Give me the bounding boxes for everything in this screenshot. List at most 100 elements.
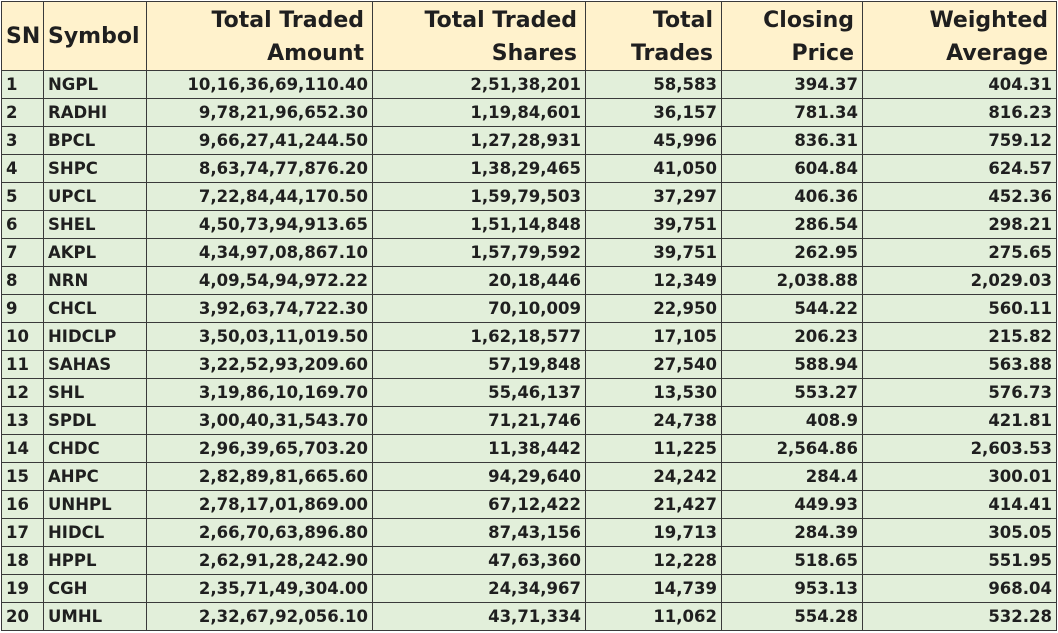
total-trades-cell: 39,751 bbox=[585, 210, 722, 239]
sn-cell: 15 bbox=[1, 462, 44, 491]
col-header-sn[interactable]: SN bbox=[1, 1, 44, 71]
sn-cell: 13 bbox=[1, 406, 44, 435]
sn-cell: 5 bbox=[1, 182, 44, 211]
sn-cell: 10 bbox=[1, 322, 44, 351]
total-traded-amount-cell: 2,82,89,81,665.60 bbox=[146, 462, 373, 491]
table-row[interactable]: 19 CGH 2,35,71,49,304.00 24,34,967 14,739 953… bbox=[1, 574, 1057, 603]
table-row[interactable]: 3 BPCL 9,66,27,41,244.50 1,27,28,931 45,996 8… bbox=[1, 126, 1057, 155]
total-trades-cell: 27,540 bbox=[585, 350, 722, 379]
total-traded-amount-cell: 2,32,67,92,056.10 bbox=[146, 602, 373, 631]
total-trades-cell: 12,228 bbox=[585, 546, 722, 575]
table-row[interactable]: 1 NGPL 10,16,36,69,110.40 2,51,38,201 58,583… bbox=[1, 70, 1057, 99]
table-row[interactable]: 14 CHDC 2,96,39,65,703.20 11,38,442 11,225 2,… bbox=[1, 434, 1057, 463]
sn-cell: 19 bbox=[1, 574, 44, 603]
sn-cell: 14 bbox=[1, 434, 44, 463]
total-traded-shares-cell: 70,10,009 bbox=[372, 294, 586, 323]
sn-cell: 8 bbox=[1, 266, 44, 295]
col-header-total-traded-shares[interactable]: Total Traded Shares bbox=[372, 1, 586, 71]
weighted-average-cell: 452.36 bbox=[862, 182, 1057, 211]
table-row[interactable]: 18 HPPL 2,62,91,28,242.90 47,63,360 12,228 51… bbox=[1, 546, 1057, 575]
col-header-closing-price[interactable]: Closing Price bbox=[721, 1, 863, 71]
closing-price-cell: 518.65 bbox=[721, 546, 863, 575]
weighted-average-cell: 2,029.03 bbox=[862, 266, 1057, 295]
table-row[interactable]: 17 HIDCL 2,66,70,63,896.80 87,43,156 19,713 2… bbox=[1, 518, 1057, 547]
total-traded-amount-cell: 10,16,36,69,110.40 bbox=[146, 70, 373, 99]
closing-price-cell: 588.94 bbox=[721, 350, 863, 379]
weighted-average-cell: 298.21 bbox=[862, 210, 1057, 239]
total-traded-amount-cell: 2,62,91,28,242.90 bbox=[146, 546, 373, 575]
total-traded-amount-cell: 2,66,70,63,896.80 bbox=[146, 518, 373, 547]
table-row[interactable]: 11 SAHAS 3,22,52,93,209.60 57,19,848 27,540 5… bbox=[1, 350, 1057, 379]
total-traded-amount-cell: 3,19,86,10,169.70 bbox=[146, 378, 373, 407]
symbol-cell: SHEL bbox=[43, 210, 147, 239]
header-line: Total Traded bbox=[211, 8, 364, 33]
sn-cell: 4 bbox=[1, 154, 44, 183]
table-row[interactable]: 15 AHPC 2,82,89,81,665.60 94,29,640 24,242 28… bbox=[1, 462, 1057, 491]
col-header-weighted-average[interactable]: Weighted Average bbox=[862, 1, 1057, 71]
total-traded-shares-cell: 24,34,967 bbox=[372, 574, 586, 603]
table-row[interactable]: 8 NRN 4,09,54,94,972.22 20,18,446 12,349 2,03… bbox=[1, 266, 1057, 295]
weighted-average-cell: 759.12 bbox=[862, 126, 1057, 155]
sn-cell: 11 bbox=[1, 350, 44, 379]
weighted-average-cell: 404.31 bbox=[862, 70, 1057, 99]
weighted-average-cell: 421.81 bbox=[862, 406, 1057, 435]
total-trades-cell: 39,751 bbox=[585, 238, 722, 267]
col-header-total-trades[interactable]: Total Trades bbox=[585, 1, 722, 71]
total-traded-shares-cell: 57,19,848 bbox=[372, 350, 586, 379]
table-row[interactable]: 12 SHL 3,19,86,10,169.70 55,46,137 13,530 553… bbox=[1, 378, 1057, 407]
table-row[interactable]: 7 AKPL 4,34,97,08,867.10 1,57,79,592 39,751 2… bbox=[1, 238, 1057, 267]
table-row[interactable]: 20 UMHL 2,32,67,92,056.10 43,71,334 11,062 55… bbox=[1, 602, 1057, 631]
closing-price-cell: 554.28 bbox=[721, 602, 863, 631]
header-line: Amount bbox=[267, 41, 364, 66]
symbol-cell: SAHAS bbox=[43, 350, 147, 379]
total-trades-cell: 17,105 bbox=[585, 322, 722, 351]
symbol-cell: HIDCL bbox=[43, 518, 147, 547]
col-header-symbol[interactable]: Symbol bbox=[43, 1, 147, 71]
table-row[interactable]: 2 RADHI 9,78,21,96,652.30 1,19,84,601 36,157… bbox=[1, 98, 1057, 127]
total-trades-cell: 41,050 bbox=[585, 154, 722, 183]
table-row[interactable]: 16 UNHPL 2,78,17,01,869.00 67,12,422 21,427 4… bbox=[1, 490, 1057, 519]
table-row[interactable]: 10 HIDCLP 3,50,03,11,019.50 1,62,18,577 17,1… bbox=[1, 322, 1057, 351]
total-trades-cell: 37,297 bbox=[585, 182, 722, 211]
symbol-cell: SPDL bbox=[43, 406, 147, 435]
symbol-cell: BPCL bbox=[43, 126, 147, 155]
symbol-cell: SHPC bbox=[43, 154, 147, 183]
table-row[interactable]: 4 SHPC 8,63,74,77,876.20 1,38,29,465 41,050 6… bbox=[1, 154, 1057, 183]
table-row[interactable]: 9 CHCL 3,92,63,74,722.30 70,10,009 22,950 544… bbox=[1, 294, 1057, 323]
symbol-cell: AHPC bbox=[43, 462, 147, 491]
total-trades-cell: 11,062 bbox=[585, 602, 722, 631]
total-trades-cell: 13,530 bbox=[585, 378, 722, 407]
weighted-average-cell: 305.05 bbox=[862, 518, 1057, 547]
symbol-cell: HPPL bbox=[43, 546, 147, 575]
sn-cell: 20 bbox=[1, 602, 44, 631]
total-traded-shares-cell: 20,18,446 bbox=[372, 266, 586, 295]
header-line: Weighted bbox=[929, 8, 1048, 33]
weighted-average-cell: 414.41 bbox=[862, 490, 1057, 519]
header-line: Shares bbox=[491, 41, 577, 66]
table-row[interactable]: 6 SHEL 4,50,73,94,913.65 1,51,14,848 39,751 2… bbox=[1, 210, 1057, 239]
total-traded-amount-cell: 3,22,52,93,209.60 bbox=[146, 350, 373, 379]
total-trades-cell: 36,157 bbox=[585, 98, 722, 127]
total-trades-cell: 12,349 bbox=[585, 266, 722, 295]
col-header-total-traded-amount[interactable]: Total Traded Amount bbox=[146, 1, 373, 71]
weighted-average-cell: 300.01 bbox=[862, 462, 1057, 491]
total-trades-cell: 19,713 bbox=[585, 518, 722, 547]
total-traded-amount-cell: 3,50,03,11,019.50 bbox=[146, 322, 373, 351]
table-row[interactable]: 13 SPDL 3,00,40,31,543.70 71,21,746 24,738 40… bbox=[1, 406, 1057, 435]
total-traded-shares-cell: 67,12,422 bbox=[372, 490, 586, 519]
sn-cell: 16 bbox=[1, 490, 44, 519]
total-traded-shares-cell: 1,51,14,848 bbox=[372, 210, 586, 239]
table-row[interactable]: 5 UPCL 7,22,84,44,170.50 1,59,79,503 37,297 4… bbox=[1, 182, 1057, 211]
total-traded-shares-cell: 1,62,18,577 bbox=[372, 322, 586, 351]
header-line: Average bbox=[946, 41, 1048, 66]
weighted-average-cell: 215.82 bbox=[862, 322, 1057, 351]
symbol-cell: RADHI bbox=[43, 98, 147, 127]
symbol-cell: HIDCLP bbox=[43, 322, 147, 351]
symbol-cell: NGPL bbox=[43, 70, 147, 99]
weighted-average-cell: 2,603.53 bbox=[862, 434, 1057, 463]
weighted-average-cell: 576.73 bbox=[862, 378, 1057, 407]
sn-cell: 12 bbox=[1, 378, 44, 407]
sn-cell: 1 bbox=[1, 70, 44, 99]
closing-price-cell: 2,038.88 bbox=[721, 266, 863, 295]
total-traded-amount-cell: 2,35,71,49,304.00 bbox=[146, 574, 373, 603]
